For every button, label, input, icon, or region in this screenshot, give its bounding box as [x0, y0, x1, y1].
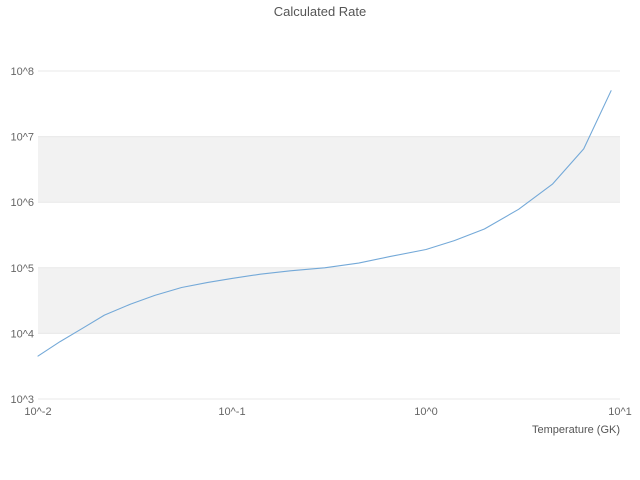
chart-title: Calculated Rate — [273, 4, 367, 19]
y-tick-label: 10^5 — [10, 263, 34, 275]
x-tick-label: 10^-1 — [218, 406, 245, 418]
y-tick-label: 10^3 — [10, 394, 34, 406]
y-tick-label: 10^7 — [10, 132, 34, 144]
calculated-rate-line — [37, 90, 612, 357]
y-tick-label: 10^8 — [10, 66, 34, 78]
grid-band — [38, 267, 620, 334]
y-tick-label: 10^6 — [10, 197, 34, 209]
y-tick-label: 10^4 — [10, 328, 34, 340]
x-tick-label: 10^0 — [414, 406, 438, 418]
x-axis-label: Temperature (GK) — [531, 424, 620, 436]
x-tick-label: 10^1 — [608, 406, 632, 418]
grid-band — [38, 136, 620, 203]
x-tick-label: 10^-2 — [24, 406, 51, 418]
